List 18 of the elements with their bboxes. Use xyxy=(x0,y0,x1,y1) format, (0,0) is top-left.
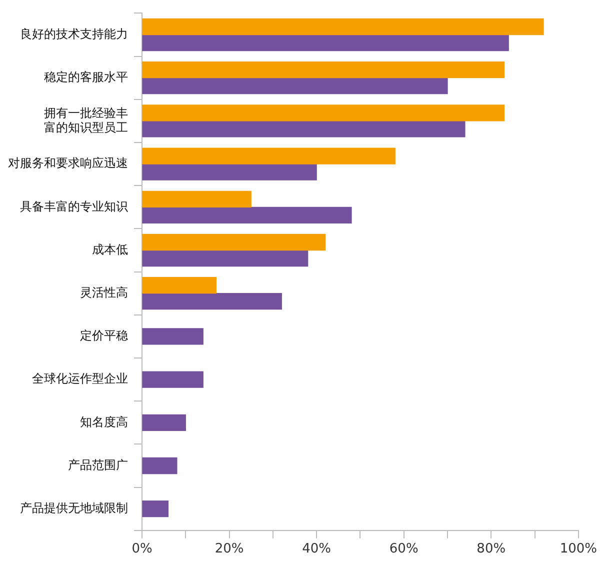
x-tick-label: 80% xyxy=(476,542,506,557)
y-tick-label: 产品提供无地域限制 xyxy=(20,500,128,515)
x-tick-label: 60% xyxy=(389,542,418,557)
x-tick-label: 20% xyxy=(214,542,244,557)
x-tick-label: 40% xyxy=(302,542,332,557)
y-tick-label: 具备丰富的专业知识 xyxy=(20,199,128,214)
x-tick-label: 100% xyxy=(560,542,598,557)
x-tick-label: 0% xyxy=(132,542,152,557)
y-tick-label: 良好的技术支持能力 xyxy=(20,26,128,41)
y-tick-label: 拥有一批经验丰富的知识型员工 xyxy=(44,106,128,134)
y-tick-label: 对服务和要求响应迅速 xyxy=(8,156,128,170)
y-tick-label: 产品范围广 xyxy=(68,458,128,472)
y-tick-label: 成本低 xyxy=(92,242,128,256)
y-tick-label: 灵活性高 xyxy=(80,285,128,300)
y-tick-label: 知名度高 xyxy=(80,414,128,429)
y-tick-label: 定价平稳 xyxy=(80,328,128,343)
y-tick-label: 稳定的客服水平 xyxy=(44,70,128,84)
y-tick-label: 全球化运作型企业 xyxy=(32,372,128,386)
